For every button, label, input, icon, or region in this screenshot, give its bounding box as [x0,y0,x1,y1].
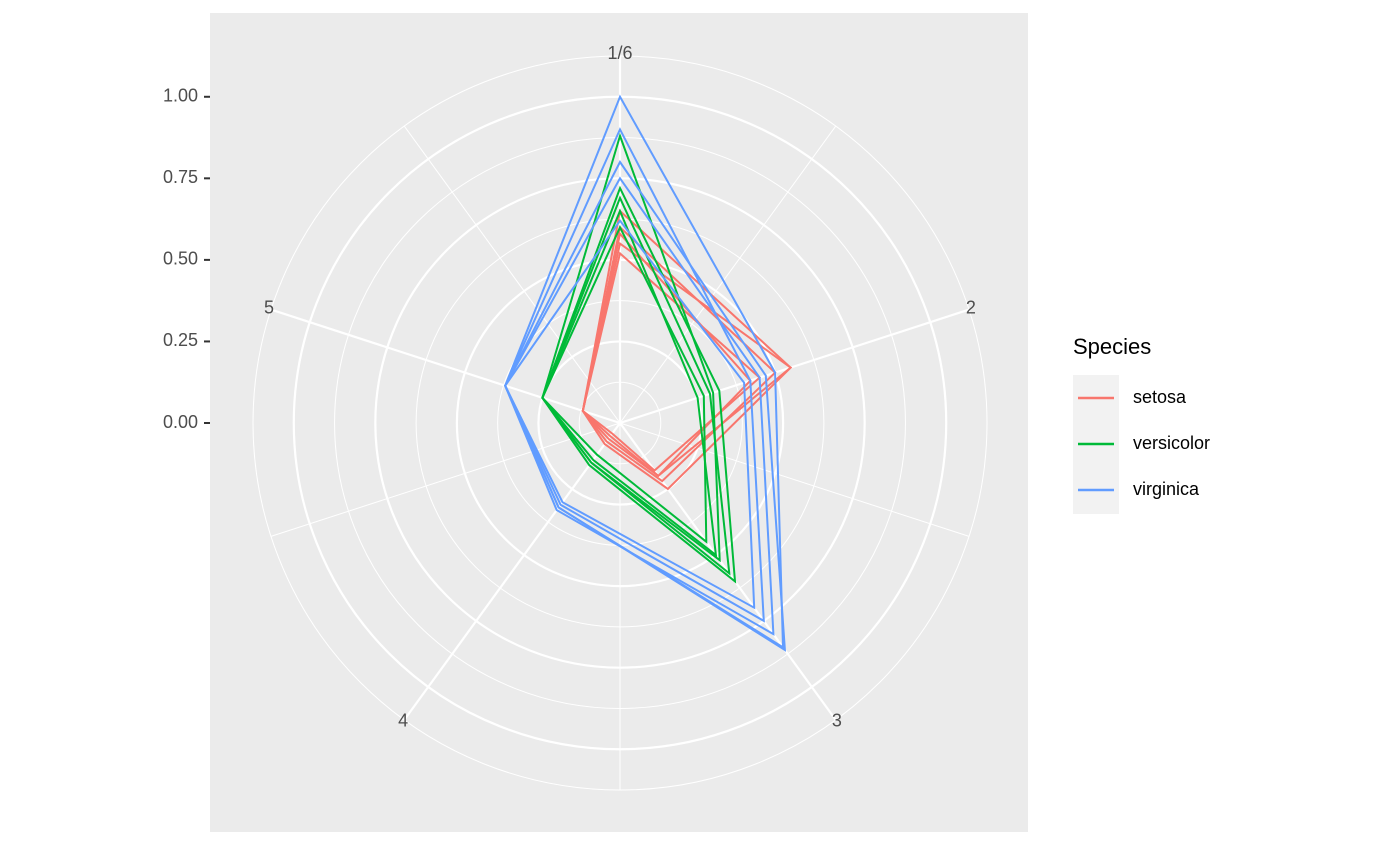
spoke [403,422,621,721]
radar-line [541,132,721,563]
x-tick-label: 4 [398,710,408,730]
minor-spoke [619,125,837,424]
spoke [619,308,970,425]
y-tick-label: 1.00 [163,86,198,106]
radar-line [504,219,756,610]
minor-spoke [403,125,621,424]
radar-line [541,224,708,544]
spoke [270,308,621,425]
legend-label: virginica [1133,479,1200,499]
radar-line [581,231,752,478]
legend-title: Species [1073,334,1151,359]
radar-line [504,94,785,650]
minor-spoke [270,422,621,537]
y-tick-label: 0.00 [163,412,198,432]
minor-spoke [619,422,970,537]
radar-line [541,208,718,558]
y-tick-label: 0.75 [163,167,198,187]
radar-line [504,176,775,636]
x-tick-label: 3 [832,710,842,730]
y-tick-label: 0.25 [163,330,198,350]
radar-line [541,185,737,584]
x-tick-label: 2 [966,298,976,318]
legend-label: versicolor [1133,433,1210,453]
legend-label: setosa [1133,387,1187,407]
y-tick-label: 0.50 [163,249,198,269]
x-tick-label: 5 [264,298,274,318]
radar-line [504,127,765,623]
x-tick-label: 1/6 [607,43,632,63]
